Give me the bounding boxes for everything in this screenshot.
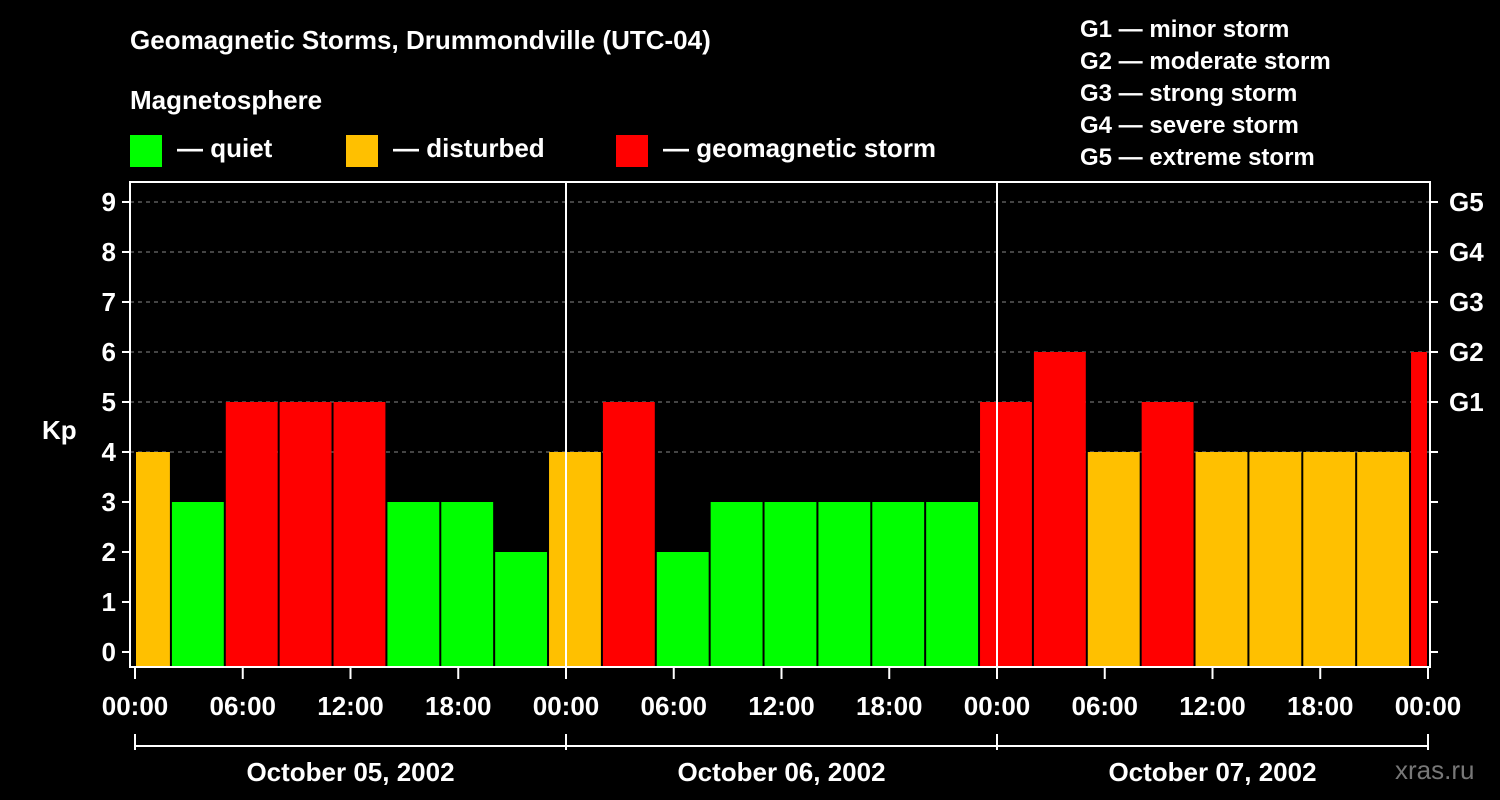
y-tick-label: 3 bbox=[102, 487, 116, 517]
g-tick-label: G1 bbox=[1449, 387, 1484, 417]
kp-bar bbox=[1087, 452, 1140, 667]
kp-bar bbox=[1357, 452, 1410, 667]
x-tick-label: 18:00 bbox=[856, 691, 923, 721]
kp-bar bbox=[495, 552, 548, 667]
legend-swatch-quiet bbox=[130, 135, 162, 167]
kp-bar bbox=[225, 402, 278, 667]
legend-swatch-disturbed bbox=[346, 135, 378, 167]
axes bbox=[122, 181, 1438, 750]
y-tick-label: 9 bbox=[102, 187, 116, 217]
legend-label-quiet: — quiet bbox=[177, 133, 273, 163]
legend-label-storm: — geomagnetic storm bbox=[663, 133, 936, 163]
kp-bar bbox=[549, 452, 601, 667]
x-tick-label: 06:00 bbox=[641, 691, 708, 721]
kp-bar bbox=[333, 402, 386, 667]
x-tick-label: 06:00 bbox=[1072, 691, 1139, 721]
kp-bar bbox=[602, 402, 655, 667]
kp-bar bbox=[926, 502, 979, 667]
kp-bar bbox=[1249, 452, 1302, 667]
g-tick-label: G5 bbox=[1449, 187, 1484, 217]
x-tick-label: 18:00 bbox=[425, 691, 492, 721]
x-tick-label: 00:00 bbox=[533, 691, 600, 721]
kp-bar bbox=[818, 502, 871, 667]
x-tick-label: 00:00 bbox=[964, 691, 1031, 721]
kp-bar bbox=[1411, 352, 1427, 667]
g-tick-label: G3 bbox=[1449, 287, 1484, 317]
legend-heading: Magnetosphere bbox=[130, 85, 322, 115]
y-tick-label: 8 bbox=[102, 237, 116, 267]
y-tick-label: 0 bbox=[102, 637, 116, 667]
plot-frame bbox=[129, 181, 1431, 668]
x-tick-label: 18:00 bbox=[1287, 691, 1354, 721]
x-tick-label: 06:00 bbox=[210, 691, 277, 721]
kp-bar bbox=[1303, 452, 1356, 667]
g-scale-g3: G3 — strong storm bbox=[1080, 80, 1297, 107]
kp-bar bbox=[1141, 402, 1194, 667]
kp-bar bbox=[279, 402, 332, 667]
x-tick-label: 00:00 bbox=[102, 691, 169, 721]
y-axis-label: Kp bbox=[42, 415, 77, 445]
kp-bar bbox=[441, 502, 494, 667]
kp-bar bbox=[656, 552, 709, 667]
x-tick-label: 12:00 bbox=[1179, 691, 1246, 721]
legend-label-disturbed: — disturbed bbox=[393, 133, 545, 163]
kp-bar bbox=[1195, 452, 1248, 667]
bars bbox=[136, 352, 1427, 667]
y-tick-label: 4 bbox=[102, 437, 117, 467]
kp-bar bbox=[980, 402, 1032, 667]
g-tick-label: G2 bbox=[1449, 337, 1484, 367]
g-tick-label: G4 bbox=[1449, 237, 1484, 267]
kp-bar bbox=[872, 502, 925, 667]
y-tick-label: 5 bbox=[102, 387, 116, 417]
g-scale-g5: G5 — extreme storm bbox=[1080, 144, 1315, 171]
y-tick-label: 2 bbox=[102, 537, 116, 567]
day-label: October 07, 2002 bbox=[1108, 757, 1316, 787]
y-tick-label: 1 bbox=[102, 587, 116, 617]
kp-bar bbox=[387, 502, 440, 667]
x-tick-label: 12:00 bbox=[748, 691, 815, 721]
kp-bar bbox=[136, 452, 170, 667]
x-tick-label: 12:00 bbox=[317, 691, 384, 721]
kp-bar bbox=[764, 502, 817, 667]
tick-labels: 0 1 2 3 4 5 6 7 8 9 G1 G2 G3 G4 G5 00:00 06:00 12:00 18:00… bbox=[102, 187, 1485, 787]
kp-bar bbox=[171, 502, 224, 667]
y-tick-label: 6 bbox=[102, 337, 116, 367]
legend-swatch-storm bbox=[616, 135, 648, 167]
chart-title: Geomagnetic Storms, Drummondville (UTC-0… bbox=[130, 25, 711, 55]
watermark: xras.ru bbox=[1395, 755, 1474, 785]
kp-bar bbox=[1033, 352, 1086, 667]
day-label: October 05, 2002 bbox=[246, 757, 454, 787]
y-tick-label: 7 bbox=[102, 287, 116, 317]
g-scale-g2: G2 — moderate storm bbox=[1080, 48, 1331, 75]
g-scale-g4: G4 — severe storm bbox=[1080, 112, 1299, 139]
kp-bar bbox=[710, 502, 763, 667]
x-tick-label: 00:00 bbox=[1395, 691, 1462, 721]
day-label: October 06, 2002 bbox=[677, 757, 885, 787]
g-scale-g1: G1 — minor storm bbox=[1080, 16, 1289, 43]
